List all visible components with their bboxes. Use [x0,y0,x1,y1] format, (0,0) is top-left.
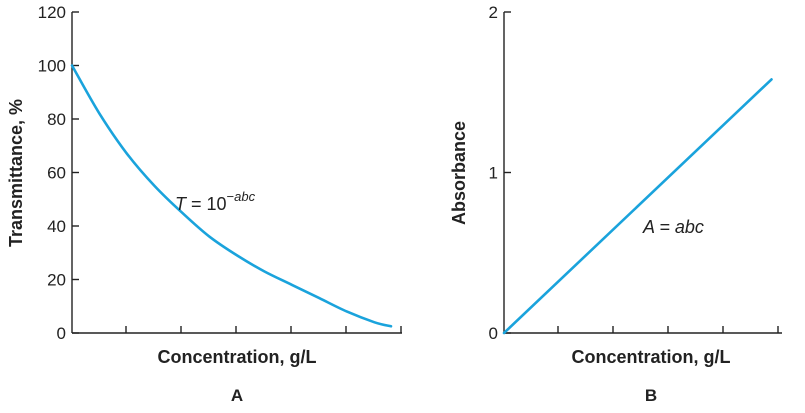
panel-a-equation-sup: abc [234,189,255,204]
panel-b-chart: 0 1 2 A = abc Absorbance Concentration, g/… [449,3,782,405]
panel-b-x-ticks [557,326,779,333]
panel-b-y-axis-label: Absorbance [449,121,469,225]
panel-b-y-tick-label: 0 [489,324,498,343]
panel-b-y-tick-label: 2 [489,3,498,22]
panel-a-y-tick-label: 0 [57,324,66,343]
panel-a-y-tick-label: 60 [47,164,66,183]
panel-b-absorbance-line [502,78,773,335]
panel-a-y-ticks: 0 20 40 60 80 100 120 [38,3,79,343]
panel-b-y-ticks: 0 1 2 [489,3,511,343]
panel-a-equation: T = 10−abc [175,189,256,214]
panel-a-y-tick-label: 40 [47,217,66,236]
panel-b-equation: A = abc [642,217,704,237]
panel-b-x-axis-label: Concentration, g/L [572,347,731,367]
panel-a-y-tick-label: 20 [47,271,66,290]
panel-a-y-tick-label: 100 [38,57,66,76]
panel-a-label: A [231,386,243,405]
panel-a-equation-base: = 10 [186,194,227,214]
panel-a-y-tick-label: 80 [47,110,66,129]
panel-a-equation-sup-minus: − [227,189,235,204]
panel-a-x-axis-label: Concentration, g/L [158,347,317,367]
panel-b-y-tick-label: 1 [489,164,498,183]
panel-a-y-axis-label: Transmittance, % [6,99,26,247]
panel-a-y-tick-label: 120 [38,3,66,22]
panel-a-chart: 0 20 40 60 80 100 120 T = 10−abc Transmittance… [6,3,402,405]
panel-b-label: B [645,386,657,405]
panel-a-x-ticks [125,326,402,333]
panel-a-transmittance-curve [70,64,393,328]
